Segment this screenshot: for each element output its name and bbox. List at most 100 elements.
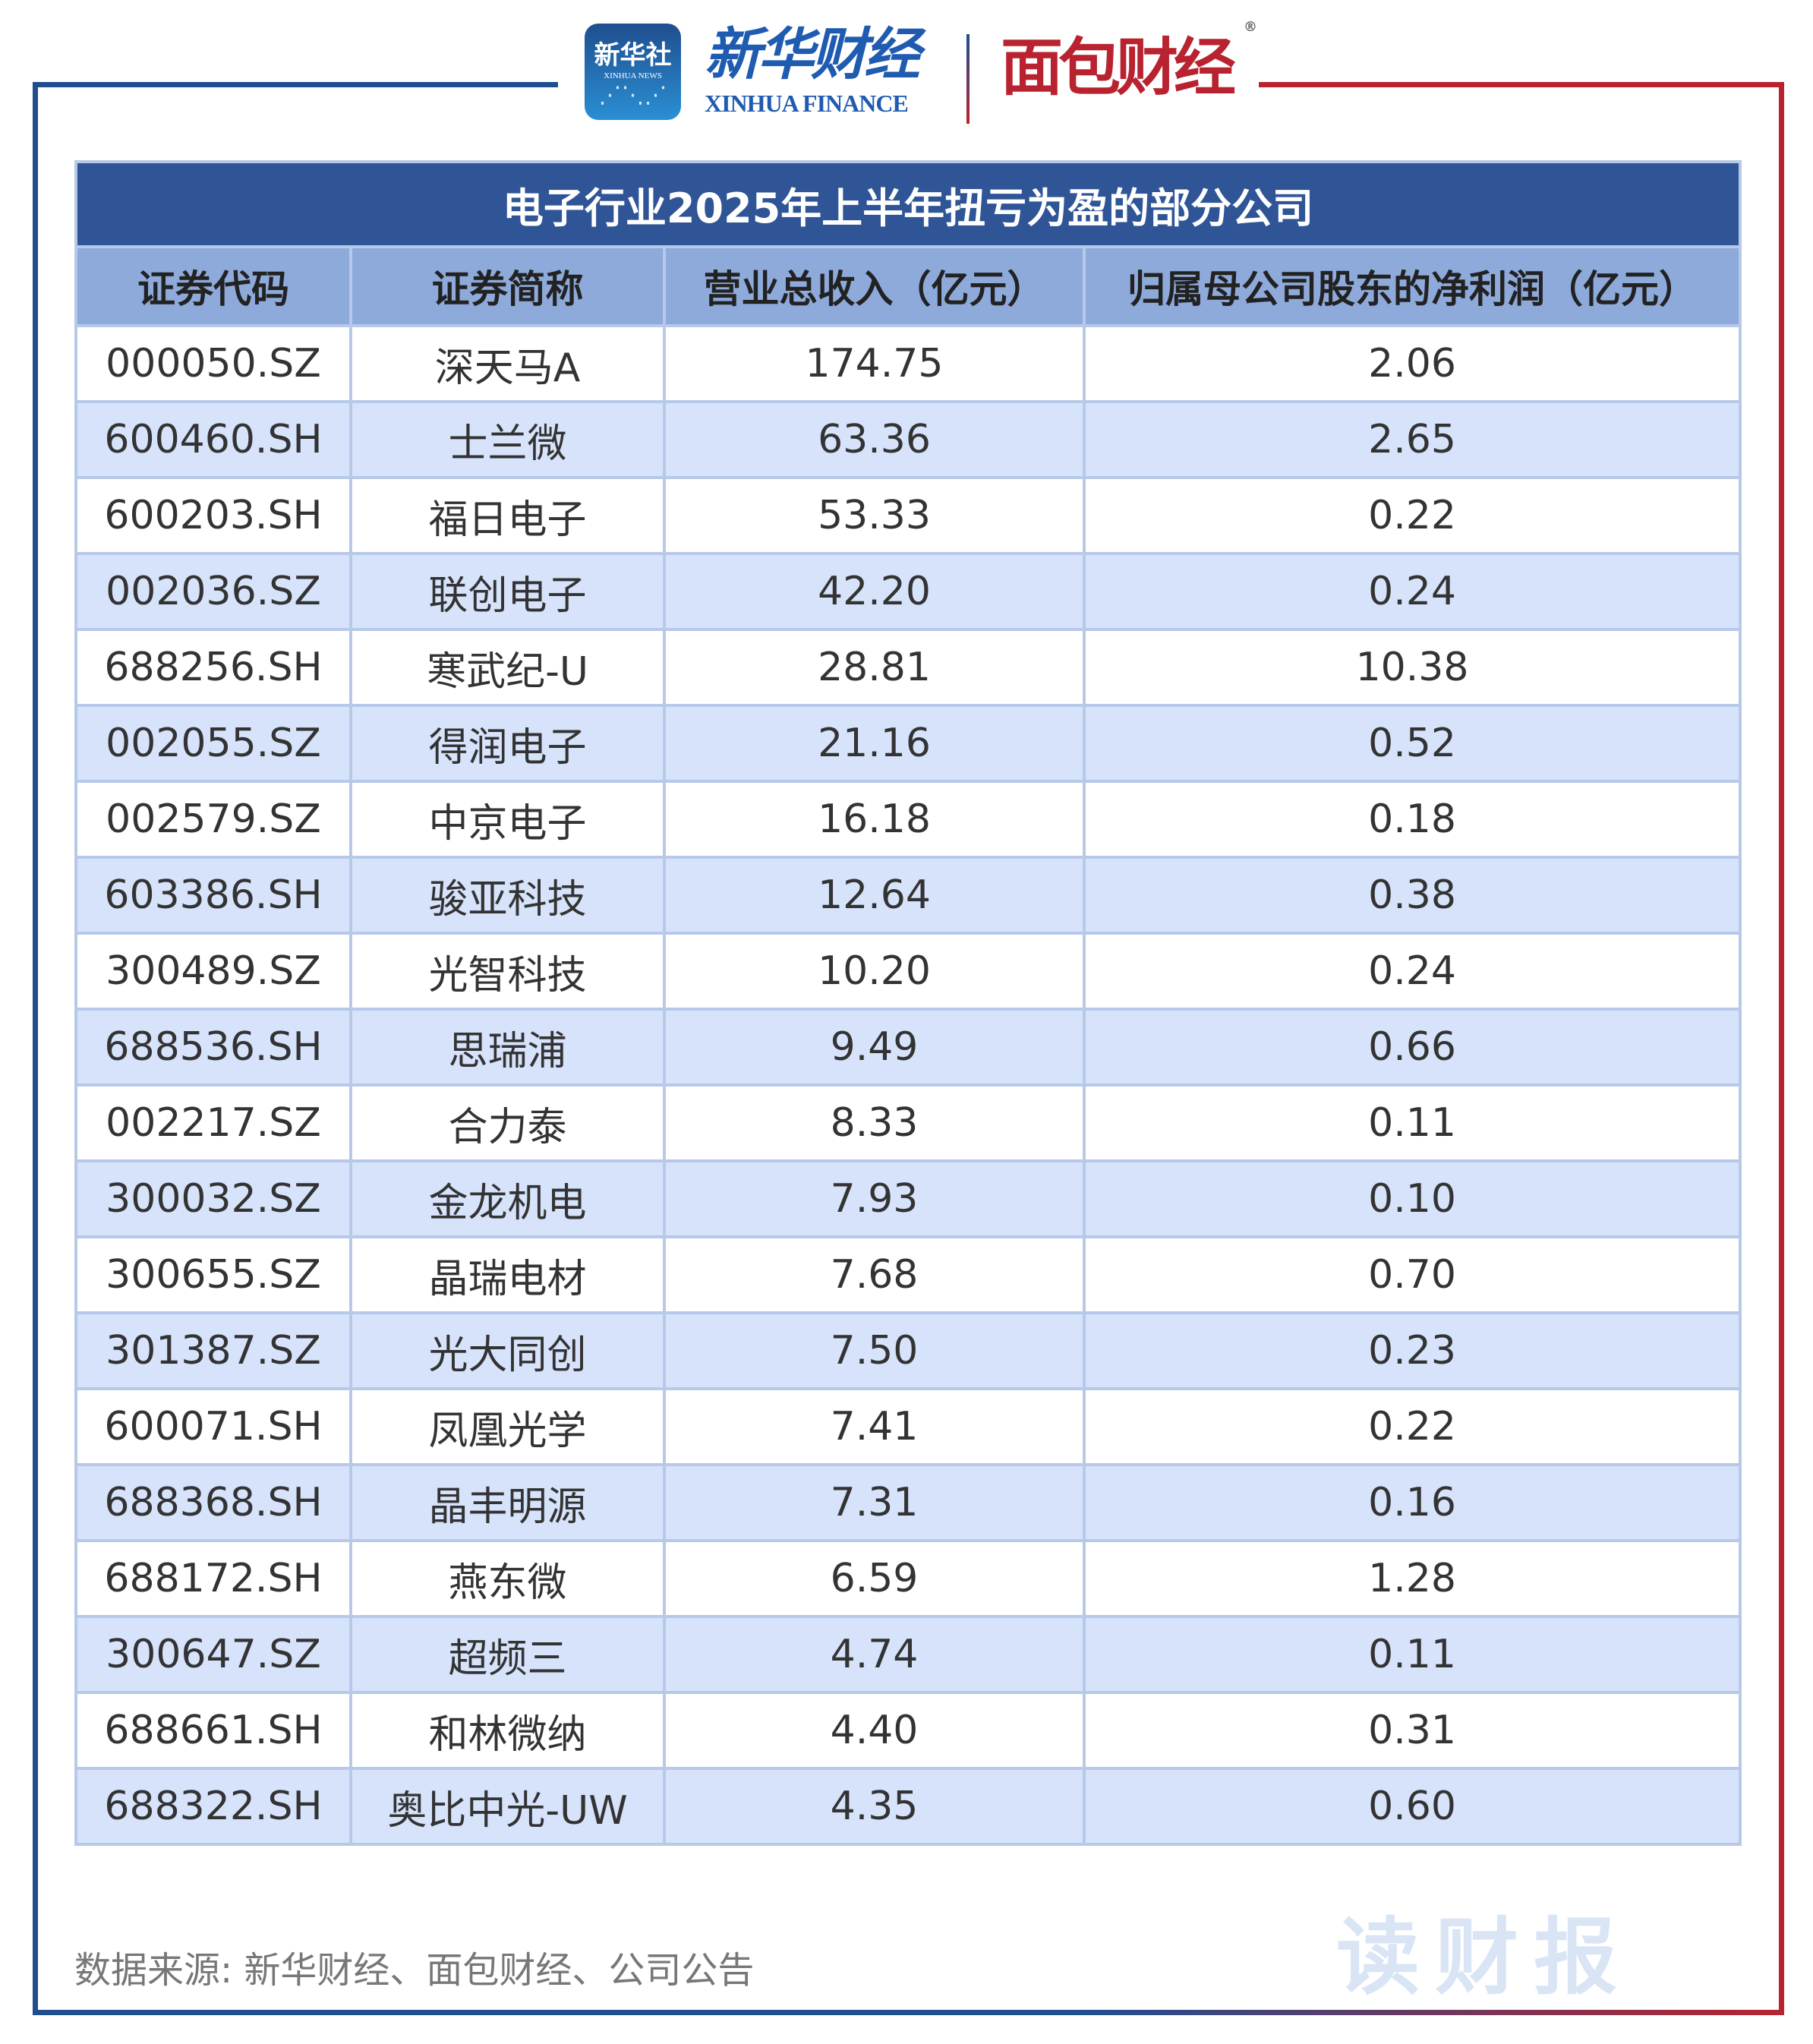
frame-top-left-line bbox=[33, 82, 558, 87]
table-row: 688536.SH 思瑞浦 9.49 0.66 bbox=[74, 1008, 1742, 1087]
cell-name: 深天马A bbox=[349, 324, 666, 403]
cell-revenue: 4.40 bbox=[663, 1691, 1086, 1770]
cell-net-profit: 0.31 bbox=[1082, 1691, 1742, 1770]
xinhua-news-logo-en: XINHUA NEWS bbox=[604, 71, 662, 80]
table-row: 300032.SZ 金龙机电 7.93 0.10 bbox=[74, 1159, 1742, 1238]
cell-name: 联创电子 bbox=[349, 552, 666, 631]
cell-revenue: 4.74 bbox=[663, 1615, 1086, 1694]
cell-net-profit: 0.52 bbox=[1082, 704, 1742, 783]
cell-net-profit: 0.22 bbox=[1082, 1387, 1742, 1466]
frame-left-line bbox=[33, 82, 38, 2015]
column-header-code: 证券代码 bbox=[74, 245, 352, 327]
watermark: 读财报 bbox=[1336, 1909, 1632, 2006]
column-header-net-profit: 归属母公司股东的净利润（亿元） bbox=[1082, 245, 1742, 327]
cell-net-profit: 0.23 bbox=[1082, 1311, 1742, 1390]
cell-net-profit: 0.60 bbox=[1082, 1767, 1742, 1846]
cell-name: 寒武纪-U bbox=[349, 628, 666, 707]
cell-net-profit: 2.65 bbox=[1082, 400, 1742, 479]
cell-code: 603386.SH bbox=[74, 856, 352, 935]
cell-name: 晶丰明源 bbox=[349, 1463, 666, 1542]
cell-code: 600460.SH bbox=[74, 400, 352, 479]
cell-revenue: 63.36 bbox=[663, 400, 1086, 479]
cell-revenue: 7.31 bbox=[663, 1463, 1086, 1542]
table-title: 电子行业2025年上半年扭亏为盈的部分公司 bbox=[74, 160, 1742, 248]
cell-net-profit: 0.24 bbox=[1082, 552, 1742, 631]
table-row: 300647.SZ 超频三 4.74 0.11 bbox=[74, 1615, 1742, 1694]
xinhua-news-logo: 新华社 XINHUA NEWS ⋰⋱⋰ bbox=[585, 24, 681, 120]
frame-right-line bbox=[1779, 82, 1784, 2015]
cell-name: 得润电子 bbox=[349, 704, 666, 783]
logo-divider bbox=[966, 34, 970, 124]
cell-net-profit: 0.10 bbox=[1082, 1159, 1742, 1238]
table-row: 000050.SZ 深天马A 174.75 2.06 bbox=[74, 324, 1742, 403]
xinhua-finance-logo: 新华财经 XINHUA FINANCE bbox=[705, 20, 955, 118]
data-source-note: 数据来源: 新华财经、面包财经、公司公告 bbox=[74, 1949, 755, 1992]
cell-revenue: 6.59 bbox=[663, 1539, 1086, 1618]
table-row: 688256.SH 寒武纪-U 28.81 10.38 bbox=[74, 628, 1742, 707]
cell-name: 合力泰 bbox=[349, 1084, 666, 1162]
cell-revenue: 7.50 bbox=[663, 1311, 1086, 1390]
cell-name: 士兰微 bbox=[349, 400, 666, 479]
cell-revenue: 7.93 bbox=[663, 1159, 1086, 1238]
cell-code: 300655.SZ bbox=[74, 1235, 352, 1314]
xinhua-news-logo-cn: 新华社 bbox=[594, 40, 672, 71]
cell-revenue: 7.41 bbox=[663, 1387, 1086, 1466]
mianbao-finance-logo: 面包财经 ® bbox=[1001, 20, 1257, 106]
mianbao-logo-text: 面包财经 bbox=[1001, 32, 1236, 104]
table-row: 688322.SH 奥比中光-UW 4.35 0.60 bbox=[74, 1767, 1742, 1846]
cell-revenue: 9.49 bbox=[663, 1008, 1086, 1087]
table-row: 002055.SZ 得润电子 21.16 0.52 bbox=[74, 704, 1742, 783]
cell-code: 002036.SZ bbox=[74, 552, 352, 631]
cell-name: 燕东微 bbox=[349, 1539, 666, 1618]
column-header-name: 证券简称 bbox=[349, 245, 666, 327]
cell-revenue: 4.35 bbox=[663, 1767, 1086, 1846]
table-row: 300489.SZ 光智科技 10.20 0.24 bbox=[74, 932, 1742, 1011]
table-row: 600460.SH 士兰微 63.36 2.65 bbox=[74, 400, 1742, 479]
xinhua-finance-logo-en: XINHUA FINANCE bbox=[705, 90, 909, 117]
cell-revenue: 53.33 bbox=[663, 476, 1086, 555]
cell-code: 688661.SH bbox=[74, 1691, 352, 1770]
cell-code: 002579.SZ bbox=[74, 780, 352, 859]
network-icon: ⋰⋱⋰ bbox=[598, 82, 667, 109]
cell-revenue: 174.75 bbox=[663, 324, 1086, 403]
cell-name: 晶瑞电材 bbox=[349, 1235, 666, 1314]
table-row: 002217.SZ 合力泰 8.33 0.11 bbox=[74, 1084, 1742, 1162]
registered-mark: ® bbox=[1244, 19, 1258, 35]
cell-code: 688322.SH bbox=[74, 1767, 352, 1846]
cell-code: 301387.SZ bbox=[74, 1311, 352, 1390]
table-row: 002036.SZ 联创电子 42.20 0.24 bbox=[74, 552, 1742, 631]
cell-name: 和林微纳 bbox=[349, 1691, 666, 1770]
column-header-revenue: 营业总收入（亿元） bbox=[663, 245, 1086, 327]
cell-revenue: 8.33 bbox=[663, 1084, 1086, 1162]
cell-code: 002055.SZ bbox=[74, 704, 352, 783]
cell-revenue: 21.16 bbox=[663, 704, 1086, 783]
cell-revenue: 7.68 bbox=[663, 1235, 1086, 1314]
cell-revenue: 10.20 bbox=[663, 932, 1086, 1011]
cell-code: 300032.SZ bbox=[74, 1159, 352, 1238]
cell-net-profit: 0.38 bbox=[1082, 856, 1742, 935]
cell-code: 300647.SZ bbox=[74, 1615, 352, 1694]
cell-name: 光智科技 bbox=[349, 932, 666, 1011]
cell-code: 000050.SZ bbox=[74, 324, 352, 403]
cell-revenue: 16.18 bbox=[663, 780, 1086, 859]
table-row: 603386.SH 骏亚科技 12.64 0.38 bbox=[74, 856, 1742, 935]
cell-name: 奥比中光-UW bbox=[349, 1767, 666, 1846]
cell-name: 光大同创 bbox=[349, 1311, 666, 1390]
cell-net-profit: 0.70 bbox=[1082, 1235, 1742, 1314]
table-row: 600203.SH 福日电子 53.33 0.22 bbox=[74, 476, 1742, 555]
table-row: 300655.SZ 晶瑞电材 7.68 0.70 bbox=[74, 1235, 1742, 1314]
frame-top-right-line bbox=[1259, 82, 1784, 87]
cell-name: 超频三 bbox=[349, 1615, 666, 1694]
cell-name: 中京电子 bbox=[349, 780, 666, 859]
cell-code: 002217.SZ bbox=[74, 1084, 352, 1162]
cell-code: 688172.SH bbox=[74, 1539, 352, 1618]
cell-net-profit: 0.11 bbox=[1082, 1084, 1742, 1162]
cell-code: 688368.SH bbox=[74, 1463, 352, 1542]
frame-bottom-line bbox=[33, 2010, 1784, 2015]
table-row: 688172.SH 燕东微 6.59 1.28 bbox=[74, 1539, 1742, 1618]
cell-name: 思瑞浦 bbox=[349, 1008, 666, 1087]
cell-revenue: 28.81 bbox=[663, 628, 1086, 707]
table-row: 301387.SZ 光大同创 7.50 0.23 bbox=[74, 1311, 1742, 1390]
cell-code: 688256.SH bbox=[74, 628, 352, 707]
cell-code: 688536.SH bbox=[74, 1008, 352, 1087]
